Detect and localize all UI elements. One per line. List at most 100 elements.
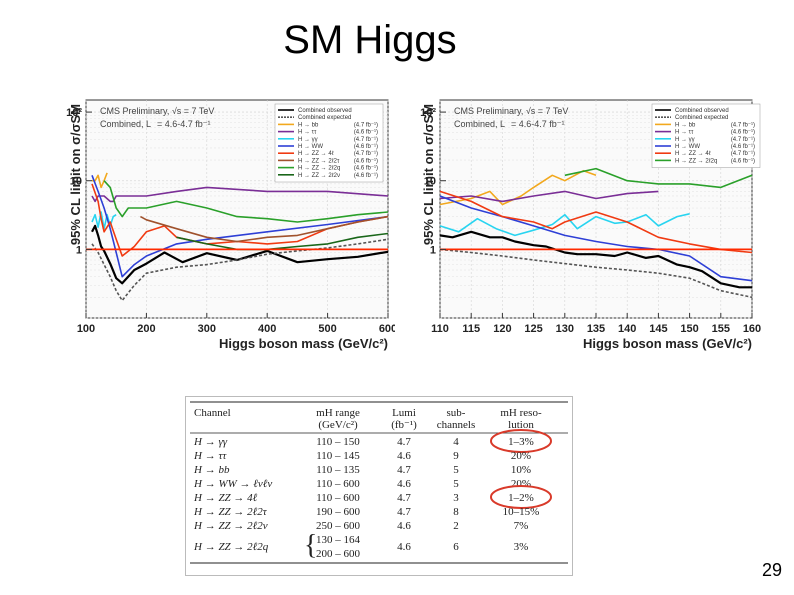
right-x-tick-label: 160 [743,323,761,335]
left-x-tick-label: 300 [198,323,216,335]
left-series-line-3 [91,186,389,203]
table-cell-resolution: 1–3% [508,436,534,448]
right-x-tick-label: 145 [649,323,667,335]
left-legend-label-8: H → ZZ → 2ℓ2q [298,165,340,172]
right-series-line-5 [439,195,753,282]
left-legend-lumi-3: (4.6 fb⁻¹) [354,130,378,136]
table-cell-lumi: 4.7 [397,464,411,476]
table-cell-lumi: 4.6 [397,520,411,532]
table-cell-range: 130 – 164 [316,534,361,546]
left-legend-lumi-4: (4.7 fb⁻¹) [354,137,378,143]
left-legend-label-0: Combined observed [298,108,352,114]
table-cell-subchannels: 2 [453,520,459,532]
left-series-line-0 [91,224,389,285]
right-x-tick-label: 115 [462,323,480,335]
right-x-tick-label: 150 [680,323,698,335]
right-legend-label-6: H → ZZ → 4ℓ [675,150,711,157]
right-legend-lumi-4: (4.7 fb⁻¹) [731,137,755,143]
right-legend-lumi-6: (4.7 fb⁻¹) [731,151,755,157]
table-header-0: Channel [194,407,231,419]
left-y-tick-label: 1 [76,244,82,256]
table-cell-channel: H → ZZ → 2ℓ2ν [193,520,268,532]
exclusion-plot-low-mass: 110 115 120 125 130 135 140 145 150 155 16011010²H… [420,99,761,351]
right-legend-lumi-5: (4.6 fb⁻¹) [731,144,755,150]
table-cell-range: 250 – 600 [316,520,361,532]
left-legend-label-9: H → ZZ → 2ℓ2ν [298,172,340,179]
left-x-tick-label: 600 [379,323,395,335]
right-series-line-1 [439,248,753,299]
right-legend-label-5: H → WW [675,144,700,150]
table-cell-resolution: 10–15% [503,506,540,518]
right-series-line-2 [439,169,597,206]
table-cell-resolution: 20% [511,450,531,462]
right-y-tick-label: 10² [420,107,436,119]
table-cell-subchannels: 5 [453,478,459,490]
left-header-lumi: = 4.6-4.7 fb⁻¹ [157,119,211,129]
right-y-tick-label: 1 [430,244,436,256]
left-legend-lumi-9: (4.6 fb⁻¹) [354,173,378,179]
exclusion-plot-full-range: 100 200 300 400 500 600 1 10 10² Higgs boson mass… [66,99,395,351]
table-cell-channel: H → ττ [193,450,227,462]
resolution-highlight-circle [490,429,552,453]
right-y-axis-title: 95% CL limit on σ/σSM [421,104,436,245]
left-legend-lumi-7: (4.6 fb⁻¹) [354,158,378,164]
table-cell-range: 110 – 145 [316,450,360,462]
left-legend-label-6: H → ZZ → 4ℓ [298,150,334,157]
left-x-tick-label: 100 [77,323,95,335]
left-x-tick-label: 200 [137,323,155,335]
right-x-tick-label: 155 [712,323,730,335]
left-legend-label-5: H → WW [298,144,323,150]
left-series-line-6 [91,183,389,257]
left-legend-label-7: H → ZZ → 2ℓ2τ [298,157,340,164]
left-x-tick-label: 500 [318,323,336,335]
right-series-line-3 [439,190,659,203]
left-y-tick-label: 10 [70,176,82,188]
right-legend-lumi-7: (4.6 fb⁻¹) [731,158,755,164]
table-cell-channel: H → bb [193,464,230,476]
table-cell-resolution: 3% [514,541,529,553]
table-cell-range: 110 – 135 [316,464,360,476]
table-cell-channel: H → ZZ → 4ℓ [193,492,258,504]
table-cell-channel: H → ZZ → 2ℓ2τ [193,506,268,518]
right-header-lumi: = 4.6-4.7 fb⁻¹ [511,119,565,129]
left-y-tick-label: 10² [66,107,82,119]
left-y-axis-title: 95% CL limit on σ/σSM [68,104,83,245]
table-cell-subchannels: 6 [453,541,459,553]
table-cell-subchannels: 3 [453,492,459,504]
right-legend-lumi-3: (4.6 fb⁻¹) [731,130,755,136]
left-legend-label-2: H → bb [298,122,319,128]
table-cell-resolution: 20% [511,478,531,490]
table-cell-lumi: 4.6 [397,450,411,462]
channel-table: Channel mH range (GeV/c²) Lumi (fb⁻¹) sub-cha… [185,396,573,576]
slide-title: SM Higgs [283,18,457,62]
right-x-tick-label: 120 [493,323,511,335]
right-legend-label-4: H → γγ [675,137,695,143]
right-legend-box [651,103,761,168]
table-cell-channel: H → γγ [193,436,228,448]
left-series-line-1 [91,238,389,302]
right-x-tick-label: 110 [431,323,449,335]
left-legend-lumi-8: (4.6 fb⁻¹) [354,166,378,172]
left-x-tick-label: 400 [258,323,276,335]
table-cell-resolution: 10% [511,464,531,476]
table-cell-resolution: 7% [514,520,529,532]
left-legend-label-4: H → γγ [298,137,318,143]
table-header-line2-2: (fb⁻¹) [391,419,417,431]
table-header-2: Lumi [392,407,416,419]
left-series-line-9 [176,232,389,251]
right-x-tick-label: 135 [587,323,605,335]
left-header-line1: CMS Preliminary, √s = 7 TeV [100,106,214,116]
right-x-axis-title: Higgs boson mass (GeV/c²) [583,336,752,351]
table-cell-channel: H → WW → ℓνℓν [193,478,272,490]
table-header-1: mH range [316,407,360,419]
table-cell-channel: H → ZZ → 2ℓ2q [193,541,269,553]
right-legend-label-0: Combined observed [675,108,729,114]
right-series-line-7 [564,167,753,189]
right-series-line-0 [439,230,752,289]
right-legend-label-1: Combined expected [675,115,728,121]
table-cell-range: 190 – 600 [316,506,361,518]
table-header-line2-4: lution [508,419,534,431]
left-legend-label-1: Combined expected [298,115,351,121]
right-x-tick-label: 125 [524,323,542,335]
table-header-3: sub- [447,407,466,419]
